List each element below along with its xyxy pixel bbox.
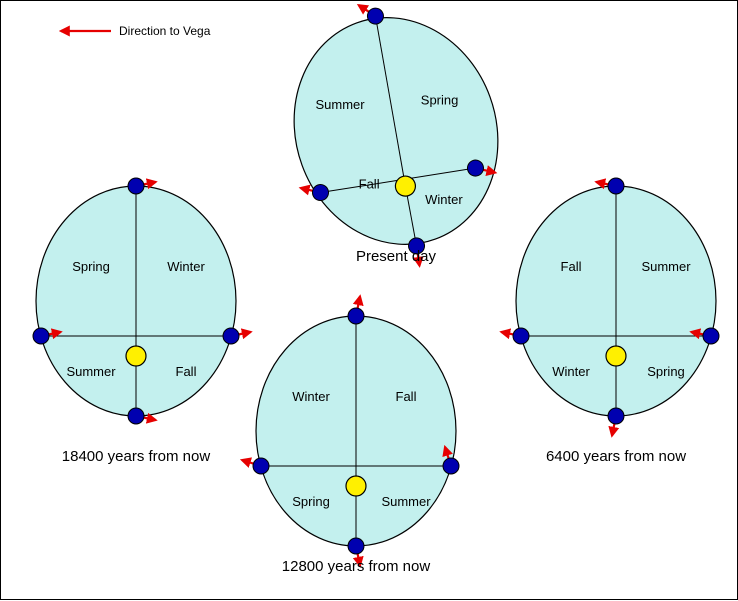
earth — [128, 178, 144, 194]
legend-label: Direction to Vega — [119, 24, 211, 38]
earth — [348, 538, 364, 554]
earth — [223, 328, 239, 344]
sun — [346, 476, 366, 496]
season-label: Fall — [176, 364, 197, 379]
earth — [608, 178, 624, 194]
orbit-group: Winter Fall Spring Summer — [242, 296, 459, 565]
earth — [608, 408, 624, 424]
season-label: Spring — [72, 259, 110, 274]
season-label: Spring — [647, 364, 685, 379]
orbit-title: 6400 years from now — [546, 448, 686, 465]
orbit-group: Fall Summer Winter Spring — [501, 178, 719, 436]
season-label: Summer — [381, 494, 431, 509]
season-label: Fall — [561, 259, 582, 274]
orbit-ellipse — [263, 1, 530, 273]
earth — [703, 328, 719, 344]
season-label: Summer — [315, 97, 365, 112]
season-label: Winter — [167, 259, 205, 274]
season-label: Winter — [292, 389, 330, 404]
season-label: Spring — [421, 93, 459, 108]
orbit-title: 18400 years from now — [62, 448, 211, 465]
sun — [606, 346, 626, 366]
season-label: Winter — [552, 364, 590, 379]
sun — [126, 346, 146, 366]
season-label: Spring — [292, 494, 330, 509]
earth — [33, 328, 49, 344]
earth — [443, 458, 459, 474]
earth — [128, 408, 144, 424]
season-label: Fall — [359, 177, 380, 192]
earth — [513, 328, 529, 344]
season-label: Winter — [425, 192, 463, 207]
earth — [348, 308, 364, 324]
season-label: Summer — [66, 364, 116, 379]
earth — [253, 458, 269, 474]
orbit-title: 12800 years from now — [282, 558, 431, 575]
season-label: Summer — [641, 259, 691, 274]
precession-diagram: Direction to Vega Summer Spring Fall Winter P… — [1, 1, 738, 601]
orbit-group: Spring Winter Summer Fall — [33, 178, 251, 424]
orbit-title: Present day — [356, 248, 437, 265]
season-label: Fall — [396, 389, 417, 404]
